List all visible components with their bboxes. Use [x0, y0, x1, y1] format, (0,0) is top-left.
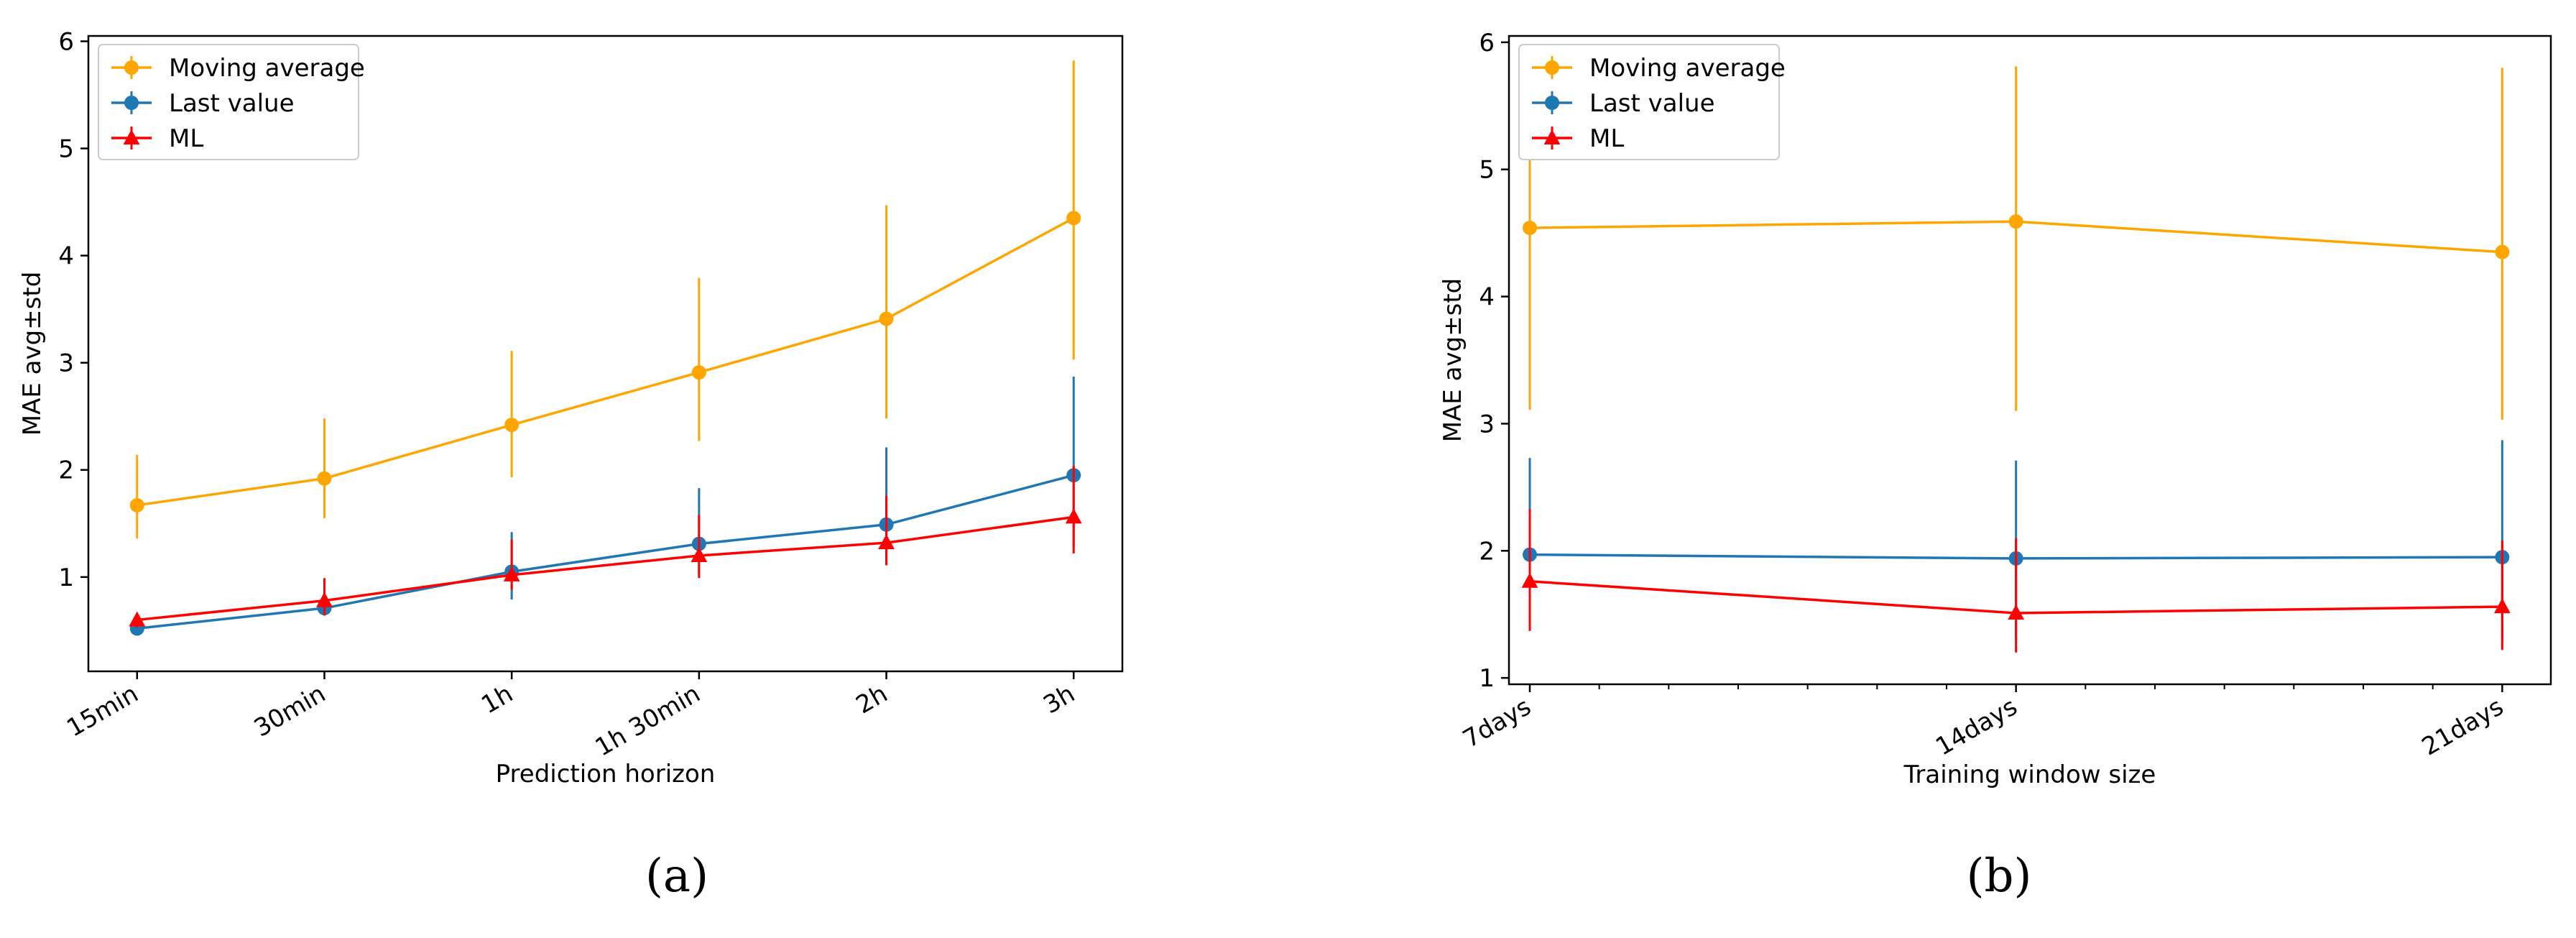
legend-item-last-value: Last value: [111, 89, 295, 118]
data-point: [129, 497, 144, 512]
x-tick-label-21days: 21days: [2417, 692, 2508, 761]
y-tick-label: 6: [1479, 29, 1495, 58]
series-ml: [1521, 508, 2511, 653]
legend-item-last-value: Last value: [1532, 89, 1715, 118]
data-point: [1521, 572, 1538, 588]
x-tick-label-30min: 30min: [249, 679, 331, 742]
series-ml: [129, 465, 1082, 627]
legend-label: Moving average: [1589, 54, 1786, 83]
data-point: [129, 611, 146, 627]
data-point: [691, 365, 706, 380]
y-tick-label: 3: [58, 349, 74, 378]
series-line: [137, 515, 1074, 622]
data-point: [1066, 211, 1081, 226]
y-tick-label: 1: [1479, 664, 1495, 693]
y-axis-label: MAE avg±std: [18, 272, 47, 436]
plot-frame: [1508, 35, 2552, 686]
data-point: [1065, 508, 1082, 524]
data-point: [879, 311, 894, 326]
legend-label: Last value: [1589, 89, 1715, 118]
series-line: [137, 474, 1074, 630]
data-point: [2008, 214, 2023, 229]
legend-marker: [123, 129, 140, 144]
data-point: [878, 534, 895, 550]
legend-item-ml: ML: [111, 124, 203, 153]
series-line: [137, 216, 1075, 507]
x-tick-label-2h: 2h: [851, 679, 892, 719]
y-tick-label: 1: [58, 564, 74, 592]
plot-frame: [87, 35, 1124, 673]
legend-label: ML: [169, 124, 203, 153]
legend-marker: [1543, 129, 1561, 144]
legend-marker: [1545, 96, 1559, 110]
x-axis-label: Training window size: [1903, 760, 2156, 789]
data-point: [2493, 598, 2511, 614]
y-tick-label: 2: [58, 456, 74, 485]
legend-marker: [124, 60, 139, 75]
x-tick-label-1h: 1h: [476, 679, 517, 719]
x-tick-label-1h-30min: 1h 30min: [591, 679, 706, 762]
y-tick-label: 3: [1479, 410, 1495, 438]
data-point: [691, 547, 708, 563]
legend-item-moving-average: Moving average: [1532, 54, 1786, 83]
data-point: [1523, 221, 1537, 236]
x-axis-label: Prediction horizon: [496, 760, 716, 788]
data-point: [504, 418, 520, 433]
legend: Moving average Last value ML: [98, 44, 365, 160]
y-tick-label: 4: [1479, 283, 1495, 312]
legend-label: Moving average: [169, 54, 365, 83]
legend-marker: [124, 96, 139, 110]
legend-item-moving-average: Moving average: [111, 54, 365, 83]
legend: Moving average Last value ML: [1518, 44, 1786, 160]
series-moving-average: [1523, 45, 2510, 420]
series-last-value: [129, 377, 1081, 636]
y-tick-label: 2: [1479, 537, 1495, 566]
legend-label: ML: [1589, 124, 1624, 153]
legend-label: Last value: [169, 89, 295, 118]
data-point: [503, 566, 520, 581]
chart-training-window: 1 2 3 4 5 6 7days 14days 21days Training window s…: [1439, 29, 2552, 789]
legend-box: [98, 44, 359, 160]
chart-prediction-horizon: 1 2 3 4 5 6 15min 30min 1h 1h 30min 2h 3h Prediction…: [18, 27, 1124, 788]
x-tick-label-15min: 15min: [62, 679, 143, 742]
y-tick-label: 5: [1479, 156, 1495, 185]
series-moving-average: [129, 60, 1081, 539]
y-tick-label: 4: [58, 242, 74, 271]
legend-item-ml: ML: [1532, 124, 1624, 153]
legend-box: [1518, 44, 1780, 160]
data-point: [317, 471, 332, 486]
data-point: [2008, 604, 2025, 620]
legend-marker: [1545, 60, 1559, 75]
y-tick-label: 6: [58, 27, 74, 56]
panel-label-b: (b): [1967, 850, 2032, 903]
panel-label-a: (a): [645, 850, 708, 903]
y-axis-label: MAE avg±std: [1439, 278, 1467, 443]
x-tick-label-3h: 3h: [1038, 679, 1079, 719]
data-point: [2495, 244, 2510, 259]
x-tick-label-7days: 7days: [1458, 692, 1536, 754]
data-point: [316, 592, 333, 607]
y-tick-label: 5: [58, 135, 74, 164]
x-tick-label-14days: 14days: [1931, 692, 2022, 761]
